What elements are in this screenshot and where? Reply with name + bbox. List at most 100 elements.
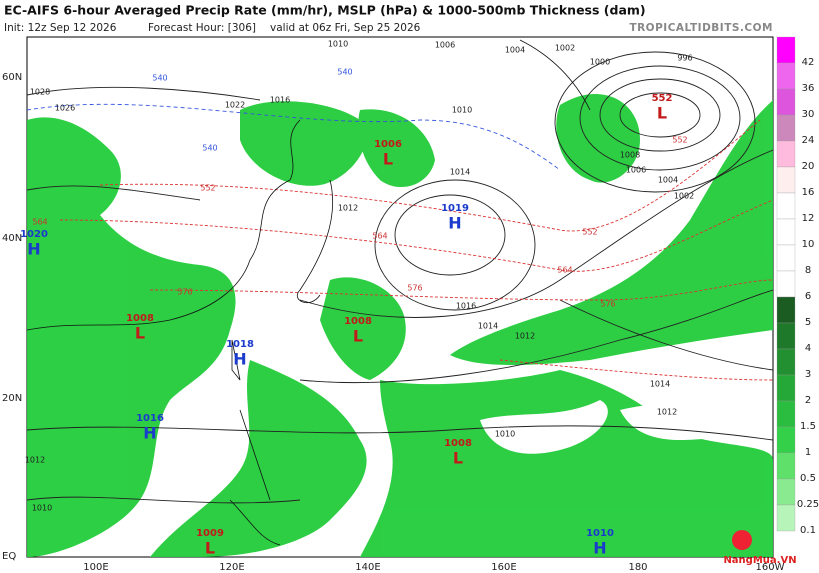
center-letter: L <box>383 150 393 169</box>
center-value: 1016 <box>136 413 164 424</box>
isobar-label: 1012 <box>515 332 535 341</box>
lon-label: 140E <box>355 562 380 573</box>
thickness-label: 564 <box>372 232 387 241</box>
isobar-label: 1016 <box>456 302 476 311</box>
isobar-label: 1016 <box>270 96 290 105</box>
isobar-label: 1010 <box>495 430 515 439</box>
center-letter: L <box>135 324 145 343</box>
colorbar-label: 0.25 <box>797 499 819 510</box>
isobars <box>27 51 773 504</box>
colorbar: 42 36 30 24 20 16 12 10 8 6 5 4 3 2 1.5 1 0.5 0.25 0.1 <box>776 36 819 536</box>
thickness-label: 552 <box>672 136 687 145</box>
isobar-label: 1008 <box>620 151 640 160</box>
colorbar-swatch <box>776 322 796 350</box>
center-letter: H <box>143 424 156 443</box>
lon-label: 160W <box>756 562 785 573</box>
thickness-label: 564 <box>557 266 572 275</box>
lon-label: 160E <box>491 562 516 573</box>
colorbar-label: 0.5 <box>800 473 816 484</box>
precip-areas <box>27 93 773 557</box>
isobar-label: 1006 <box>626 166 646 175</box>
thickness-label: 564 <box>32 218 47 227</box>
thickness-label: 576 <box>600 300 615 309</box>
center-letter: H <box>27 240 40 259</box>
lon-label: 100E <box>83 562 108 573</box>
colorbar-label: 24 <box>802 135 815 146</box>
watermark-badge <box>732 530 752 550</box>
colorbar-label: 6 <box>805 291 811 302</box>
coastlines <box>27 39 591 546</box>
lat-label: 60N <box>2 72 22 83</box>
center-letter: H <box>448 214 461 233</box>
thickness-label: 576 <box>407 284 422 293</box>
center-value: 1008 <box>444 438 472 449</box>
lat-label: 20N <box>2 393 22 404</box>
isobar-label: 1012 <box>338 204 358 213</box>
center-letter: L <box>353 327 363 346</box>
isobar-label: 1000 <box>590 58 610 67</box>
colorbar-label: 4 <box>805 343 811 354</box>
colorbar-swatch <box>776 478 796 506</box>
colorbar-swatch <box>776 192 796 220</box>
init-time: Init: 12z Sep 12 2026 <box>4 22 117 34</box>
thickness-label: 540 <box>202 144 217 153</box>
colorbar-swatch <box>776 400 796 428</box>
thickness-540 <box>27 103 561 171</box>
isobar-label: 1010 <box>328 40 348 49</box>
colorbar-label: 12 <box>802 213 815 224</box>
isobar-label: 1014 <box>650 380 670 389</box>
isobar-label: 1010 <box>452 106 472 115</box>
map-frame <box>26 36 774 558</box>
colorbar-swatch <box>776 348 796 376</box>
map-labels: 1020H1008L1018H1016H1006L1019H1008L552L1… <box>20 40 694 558</box>
lon-label: 120E <box>219 562 244 573</box>
center-letter: L <box>657 104 667 123</box>
center-value: 1010 <box>586 528 614 539</box>
center-value: 1006 <box>374 139 402 150</box>
isobar-label: 1002 <box>674 192 694 201</box>
isobar-label: 1002 <box>555 44 575 53</box>
thickness-label: 540 <box>337 68 352 77</box>
site-name: TROPICALTIDBITS.COM <box>629 22 773 34</box>
thickness-lines <box>59 119 773 381</box>
center-value: 1019 <box>441 203 469 214</box>
isobar-label: 1028 <box>30 88 50 97</box>
colorbar-label: 42 <box>802 57 815 68</box>
thickness-label: 552 <box>200 184 215 193</box>
colorbar-swatch <box>776 88 796 116</box>
lat-label: 40N <box>2 233 22 244</box>
lat-label: EQ <box>2 551 16 562</box>
lon-label: 180 <box>628 562 647 573</box>
colorbar-swatch <box>776 452 796 480</box>
colorbar-swatch <box>776 140 796 168</box>
center-value: 1008 <box>344 316 372 327</box>
isobar-label: 1004 <box>658 176 678 185</box>
center-letter: H <box>233 350 246 369</box>
colorbar-label: 1.5 <box>800 421 816 432</box>
center-value: 1020 <box>20 229 48 240</box>
isobar-label: 1022 <box>225 101 245 110</box>
center-value: 552 <box>652 93 673 104</box>
isobar-label: 1014 <box>478 322 498 331</box>
colorbar-label: 20 <box>802 161 815 172</box>
isobar-label: 1014 <box>450 168 470 177</box>
isobar-label: 996 <box>677 54 692 63</box>
thickness-label: 552 <box>582 228 597 237</box>
colorbar-label: 8 <box>805 265 811 276</box>
isobar-label: 1004 <box>505 46 525 55</box>
isobar-label: 1012 <box>25 456 45 465</box>
center-letter: L <box>453 449 463 468</box>
colorbar-label: 16 <box>802 187 815 198</box>
colorbar-swatch <box>776 166 796 194</box>
colorbar-swatch <box>776 504 796 532</box>
colorbar-label: 0.1 <box>800 525 816 536</box>
colorbar-swatch <box>776 244 796 272</box>
center-value: 1018 <box>226 339 254 350</box>
center-value: 1009 <box>196 528 224 539</box>
center-value: 1008 <box>126 313 154 324</box>
colorbar-label: 3 <box>805 369 811 380</box>
colorbar-swatch <box>776 374 796 402</box>
colorbar-label: 36 <box>802 83 815 94</box>
forecast-hour: Forecast Hour: [306] <box>148 22 256 34</box>
